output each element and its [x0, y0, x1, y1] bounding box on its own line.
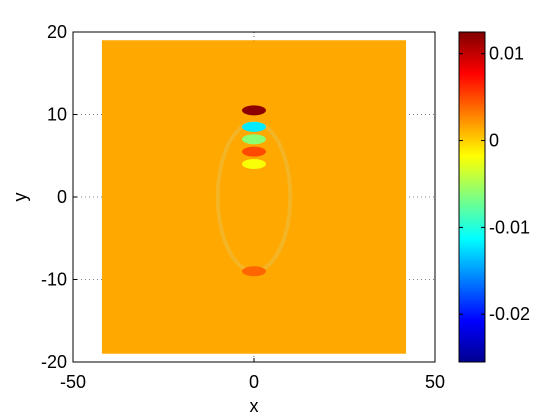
y-tick-label: 10 [47, 105, 67, 125]
colorbar-ticks: 0.01 0 -0.01 -0.02 [459, 44, 530, 324]
x-tick-label: 0 [249, 372, 259, 392]
x-tick-label: -50 [60, 372, 86, 392]
heatmap-feature [242, 146, 266, 157]
colorbar-tick-label: -0.01 [489, 217, 530, 237]
x-tick-label: 50 [425, 372, 445, 392]
y-tick-label: -10 [41, 270, 67, 290]
heatmap-features [242, 105, 266, 277]
colorbar [458, 31, 486, 363]
heatmap-feature [242, 159, 266, 169]
y-axis-label: y [10, 193, 30, 202]
heatmap-field [101, 40, 407, 354]
y-ticks: -20 -10 0 10 20 [41, 22, 77, 372]
heatmap-feature [242, 266, 266, 277]
heatmap-feature [242, 121, 266, 132]
x-ticks: -50 0 50 [60, 358, 445, 392]
colorbar-tick-label: 0 [489, 131, 499, 151]
heatmap-background [101, 40, 407, 354]
colorbar-tick-label: -0.02 [489, 304, 530, 324]
heatmap-feature [242, 105, 266, 116]
x-axis-label: x [250, 396, 259, 416]
colorbar-tick-label: 0.01 [489, 44, 524, 64]
y-tick-label: 0 [57, 187, 67, 207]
y-tick-label: 20 [47, 22, 67, 42]
y-tick-label: -20 [41, 352, 67, 372]
heatmap-feature [242, 134, 266, 145]
